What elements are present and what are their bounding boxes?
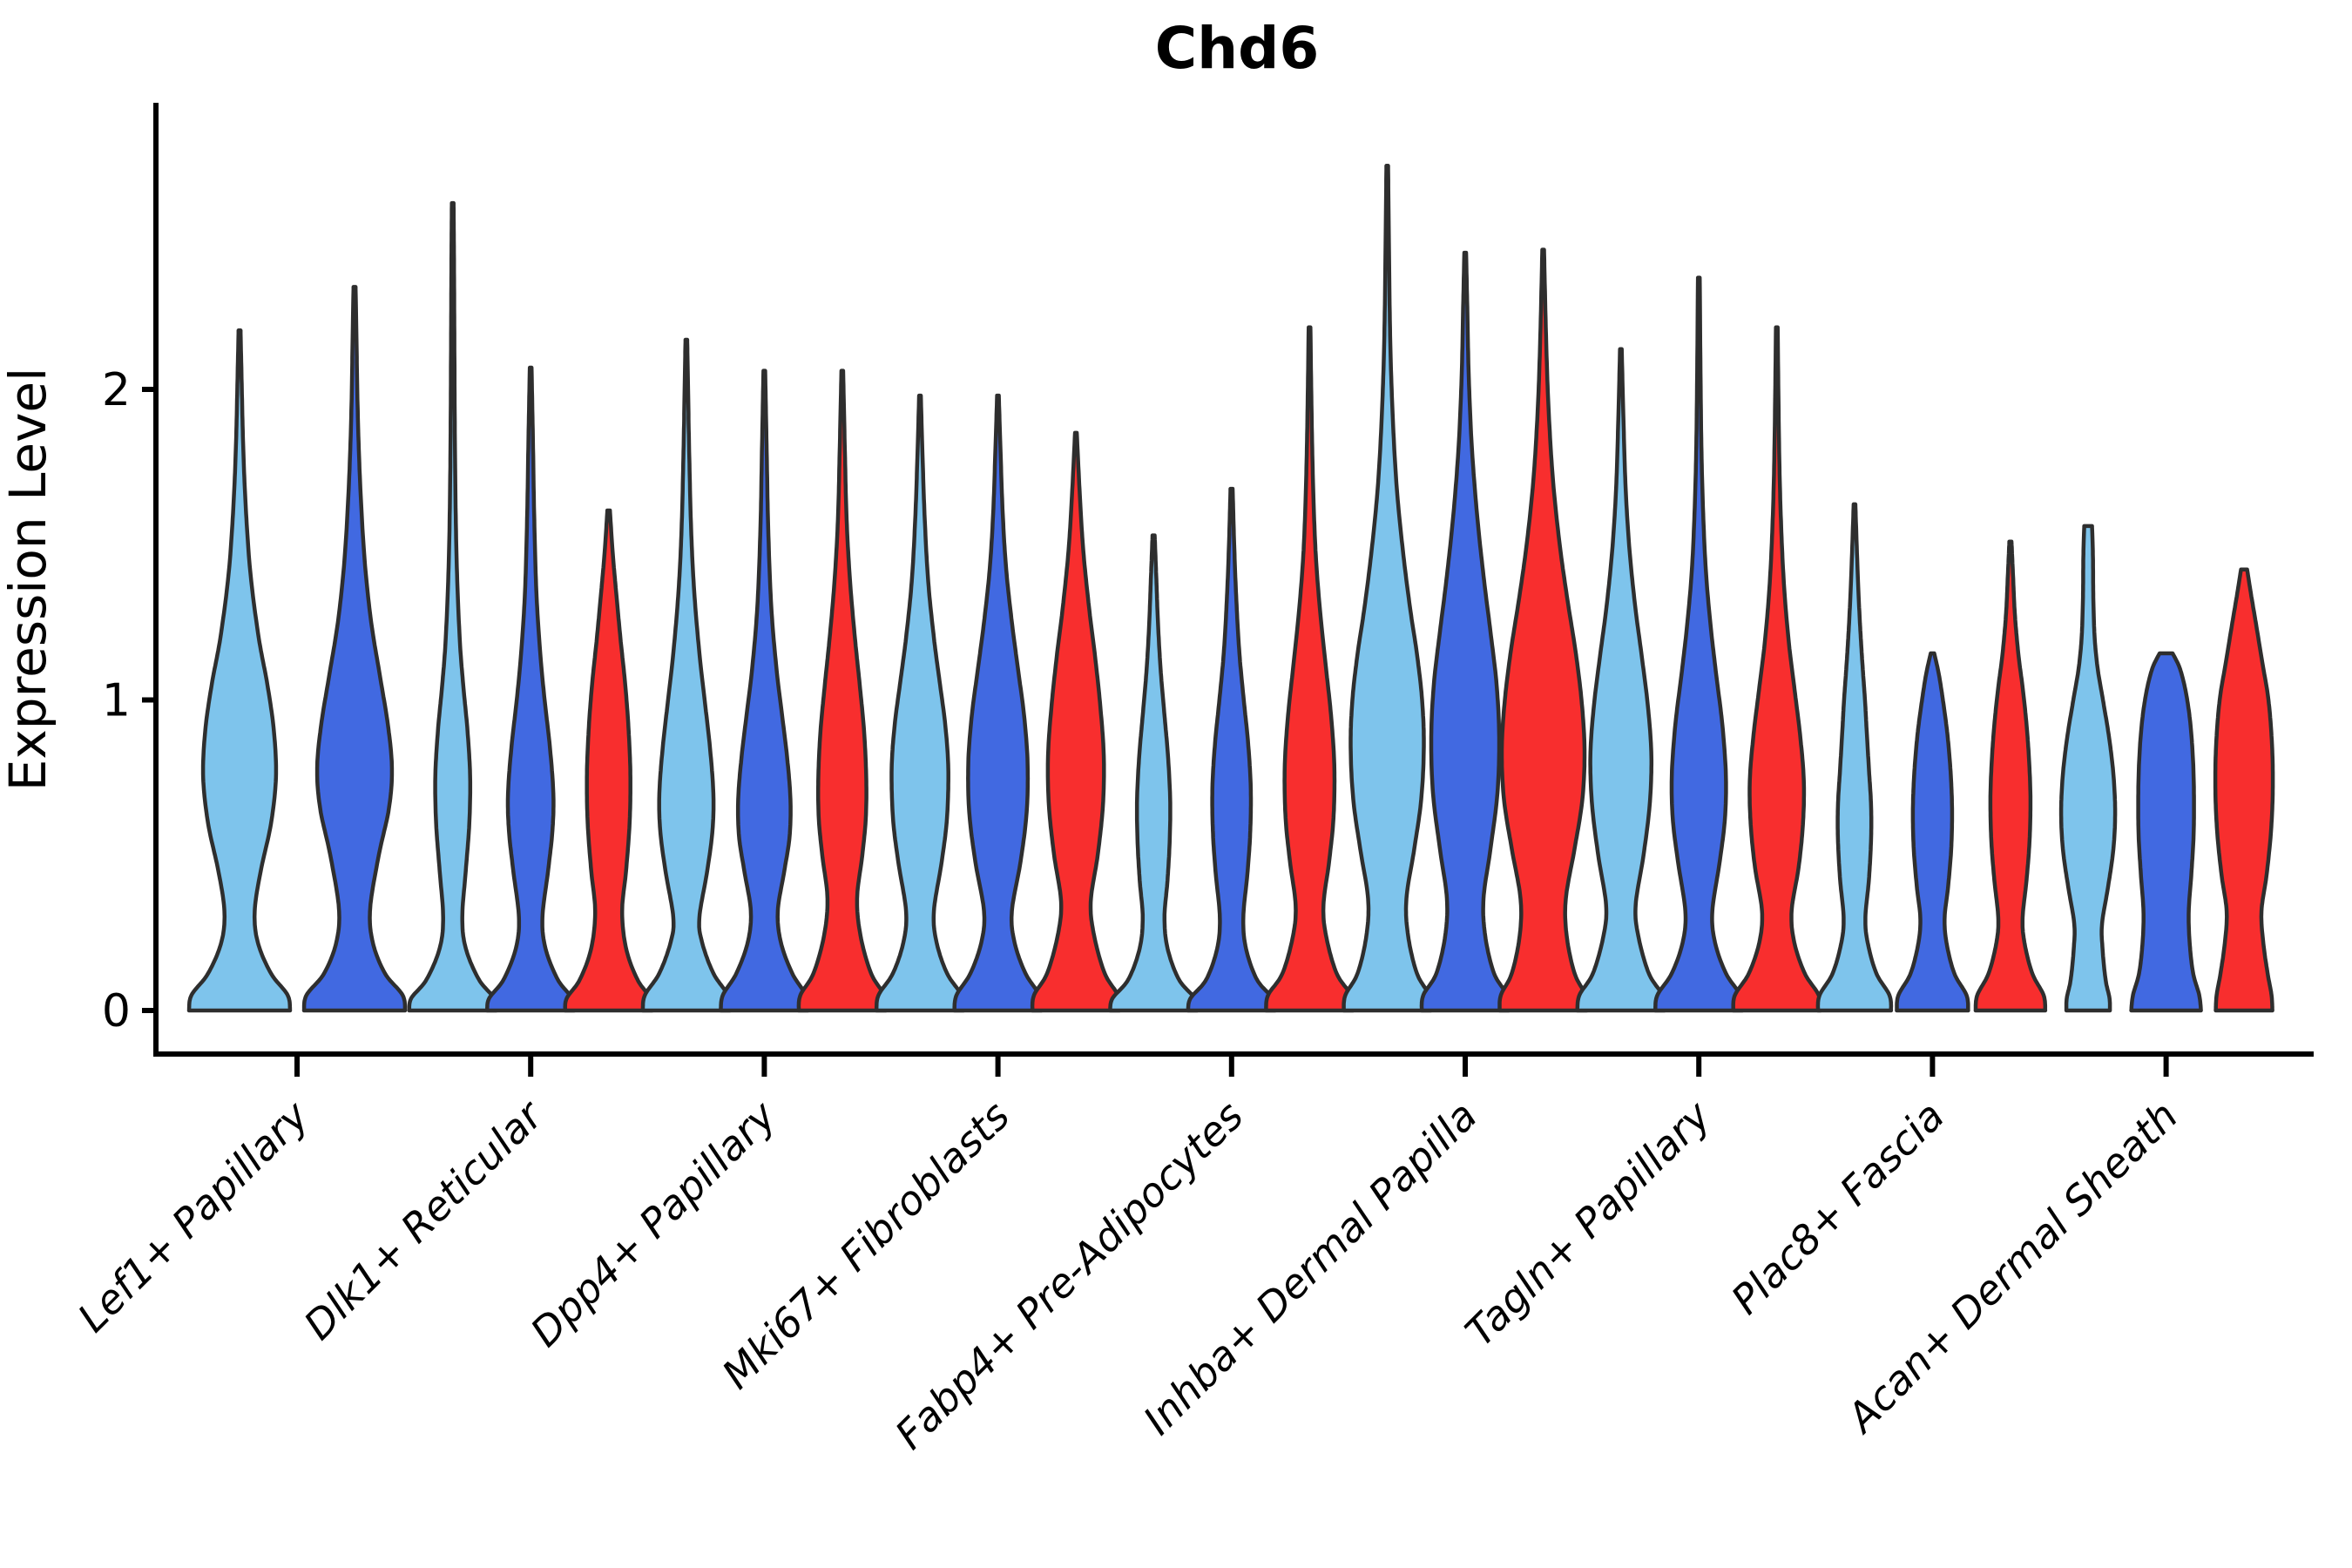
violin-3-light_blue (640, 337, 733, 1013)
violin-5-red (1264, 325, 1355, 1013)
y-tick-label: 0 (102, 985, 131, 1037)
violin-6-light_blue (1342, 164, 1433, 1013)
chart-title: Chd6 (1155, 15, 1320, 82)
y-tick-label: 2 (102, 364, 131, 416)
violin-7-red (1731, 325, 1822, 1013)
x-tick-label: Plac8+ Fascia (1722, 1092, 1953, 1323)
violin-9-light_blue (2058, 524, 2118, 1013)
violin-3-dark_blue (719, 368, 810, 1013)
violin-4-red (1030, 430, 1122, 1013)
violin-9-dark_blue (2129, 651, 2203, 1013)
violin-7-light_blue (1575, 347, 1666, 1013)
x-tick-label: Tagln+ Papillary (1456, 1092, 1720, 1355)
violin-7-dark_blue (1652, 275, 1745, 1013)
violin-5-light_blue (1108, 533, 1200, 1013)
violin-2-dark_blue (484, 365, 577, 1013)
violin-2-light_blue (407, 200, 498, 1013)
violin-8-red (1973, 539, 2048, 1013)
violins-layer (186, 164, 2275, 1013)
violin-9-red (2213, 567, 2275, 1013)
violin-8-dark_blue (1895, 651, 1970, 1013)
y-tick-label: 1 (102, 675, 131, 727)
violin-2-red (563, 508, 654, 1013)
violin-1-light_blue (186, 328, 293, 1013)
violin-6-dark_blue (1419, 250, 1511, 1013)
x-tick-label: Dlk1+ Reticular (294, 1090, 553, 1348)
x-tick-label: Dpp4+ Papillary (522, 1092, 786, 1355)
violin-8-light_blue (1815, 502, 1894, 1013)
violin-5-dark_blue (1186, 486, 1278, 1013)
x-tick-label: Lef1+ Papillary (69, 1092, 318, 1341)
axes-layer (142, 103, 2314, 1077)
violin-4-dark_blue (952, 393, 1044, 1013)
y-axis-label: Expression Level (0, 368, 57, 791)
violin-6-red (1497, 247, 1589, 1013)
violin-3-red (796, 368, 889, 1013)
violin-4-light_blue (874, 393, 966, 1013)
violin-1-dark_blue (301, 285, 408, 1013)
